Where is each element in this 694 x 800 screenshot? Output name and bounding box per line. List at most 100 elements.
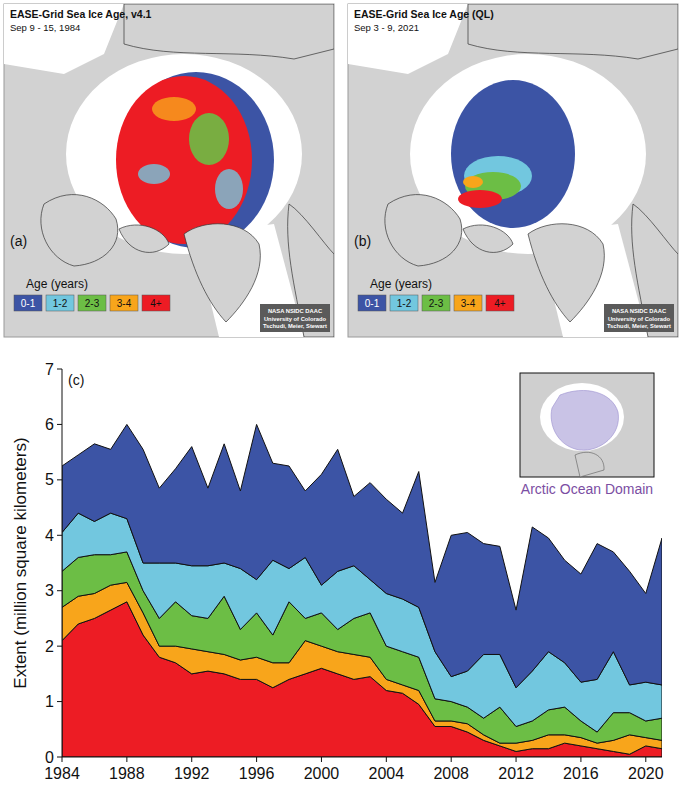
y-tick-label: 2	[45, 638, 54, 655]
y-tick-label: 7	[45, 361, 54, 378]
y-tick-label: 4	[45, 527, 54, 544]
y-tick-label: 1	[45, 693, 54, 710]
y-tick-label: 6	[45, 416, 54, 433]
x-tick	[645, 757, 646, 762]
legend-swatch	[486, 295, 514, 311]
credit-text: University of Colorado	[264, 316, 327, 322]
x-tick-label: 2000	[304, 765, 340, 782]
panel-label: (b)	[354, 233, 371, 249]
ice-patch	[215, 169, 243, 209]
legend-label: 4+	[150, 298, 162, 309]
x-tick	[516, 757, 517, 762]
ice-young	[451, 80, 575, 228]
y-tick	[57, 479, 62, 480]
legend-swatch	[14, 295, 42, 311]
x-tick	[580, 757, 581, 762]
x-tick	[126, 757, 127, 762]
x-tick	[62, 757, 63, 762]
legend-label: 3-4	[461, 298, 476, 309]
map-title: EASE-Grid Sea Ice Age (QL)	[354, 8, 494, 20]
map-date: Sep 9 - 15, 1984	[10, 22, 80, 33]
y-tick	[57, 646, 62, 647]
y-tick-label: 0	[45, 749, 54, 766]
credit-text: Tschudi, Meier, Stewart	[607, 323, 671, 329]
canada-island	[385, 195, 462, 266]
greenland	[184, 224, 260, 322]
map-body	[4, 4, 334, 337]
x-tick-label: 2020	[628, 765, 664, 782]
legend-swatch	[358, 295, 386, 311]
credit-box	[604, 304, 674, 332]
map-frame	[348, 4, 678, 337]
legend-label: 0-1	[21, 298, 36, 309]
x-tick-label: 1984	[44, 765, 80, 782]
ice-old	[458, 190, 502, 208]
legend-label: 3-4	[117, 298, 132, 309]
y-tick	[57, 424, 62, 425]
map-panel: EASE-Grid Sea Ice Age (QL) Sep 3 - 9, 202…	[348, 4, 678, 337]
x-tick	[386, 757, 387, 762]
legend-title: Age (years)	[370, 277, 432, 291]
y-tick	[57, 701, 62, 702]
legend-swatch	[78, 295, 106, 311]
y-axis-label: Extent (million square kilometers)	[11, 437, 30, 688]
ice-patch	[138, 164, 170, 184]
x-axis	[62, 757, 662, 758]
x-tick-label: 1996	[239, 765, 275, 782]
legend-title: Age (years)	[26, 277, 88, 291]
x-tick	[256, 757, 257, 762]
legend-swatch	[422, 295, 450, 311]
map-frame	[4, 4, 334, 337]
x-tick-label: 1992	[174, 765, 210, 782]
legend-label: 1-2	[397, 298, 412, 309]
credit-text: NASA NSIDC DAAC	[268, 308, 323, 314]
panel-label: (c)	[68, 372, 84, 388]
y-tick	[57, 535, 62, 536]
legend-label: 2-3	[429, 298, 444, 309]
legend-label: 1-2	[53, 298, 68, 309]
x-tick-label: 1988	[109, 765, 145, 782]
legend-swatch	[110, 295, 138, 311]
x-tick-label: 2016	[563, 765, 599, 782]
credit-text: Tschudi, Meier, Stewart	[263, 323, 327, 329]
x-tick-label: 2004	[369, 765, 405, 782]
ice-patch	[189, 113, 229, 165]
panel-label: (a)	[10, 233, 27, 249]
greenland	[528, 224, 604, 322]
inset-domain	[551, 390, 618, 450]
russia	[124, 4, 334, 59]
x-tick-label: 2012	[498, 765, 534, 782]
credit-box	[260, 304, 330, 332]
map-title: EASE-Grid Sea Ice Age, v4.1	[10, 8, 152, 20]
canada-island	[119, 225, 169, 252]
y-tick	[57, 757, 62, 758]
inset-ocean	[540, 383, 624, 451]
inset-land	[575, 452, 604, 477]
canada-island	[463, 225, 513, 252]
ice-old	[116, 76, 252, 244]
inset-label: Arctic Ocean Domain	[521, 481, 653, 497]
legend-label: 2-3	[85, 298, 100, 309]
y-tick	[57, 369, 62, 370]
y-tick-label: 5	[45, 471, 54, 488]
legend-label: 4+	[494, 298, 506, 309]
legend-swatch	[142, 295, 170, 311]
map-panel: EASE-Grid Sea Ice Age, v4.1 Sep 9 - 15, 1…	[4, 4, 334, 337]
x-tick	[451, 757, 452, 762]
credit-text: NASA NSIDC DAAC	[612, 308, 667, 314]
map-body	[348, 4, 678, 337]
y-tick-label: 3	[45, 582, 54, 599]
x-tick-label: 2008	[433, 765, 469, 782]
russia	[468, 4, 678, 59]
inset-map	[520, 373, 654, 477]
ice-patch	[463, 176, 483, 188]
y-axis	[62, 369, 63, 757]
canada-island	[41, 195, 118, 266]
x-tick	[321, 757, 322, 762]
legend-label: 0-1	[365, 298, 380, 309]
y-tick	[57, 590, 62, 591]
legend-swatch	[46, 295, 74, 311]
map-date: Sep 3 - 9, 2021	[354, 22, 419, 33]
legend-swatch	[454, 295, 482, 311]
inset-frame	[520, 373, 654, 477]
